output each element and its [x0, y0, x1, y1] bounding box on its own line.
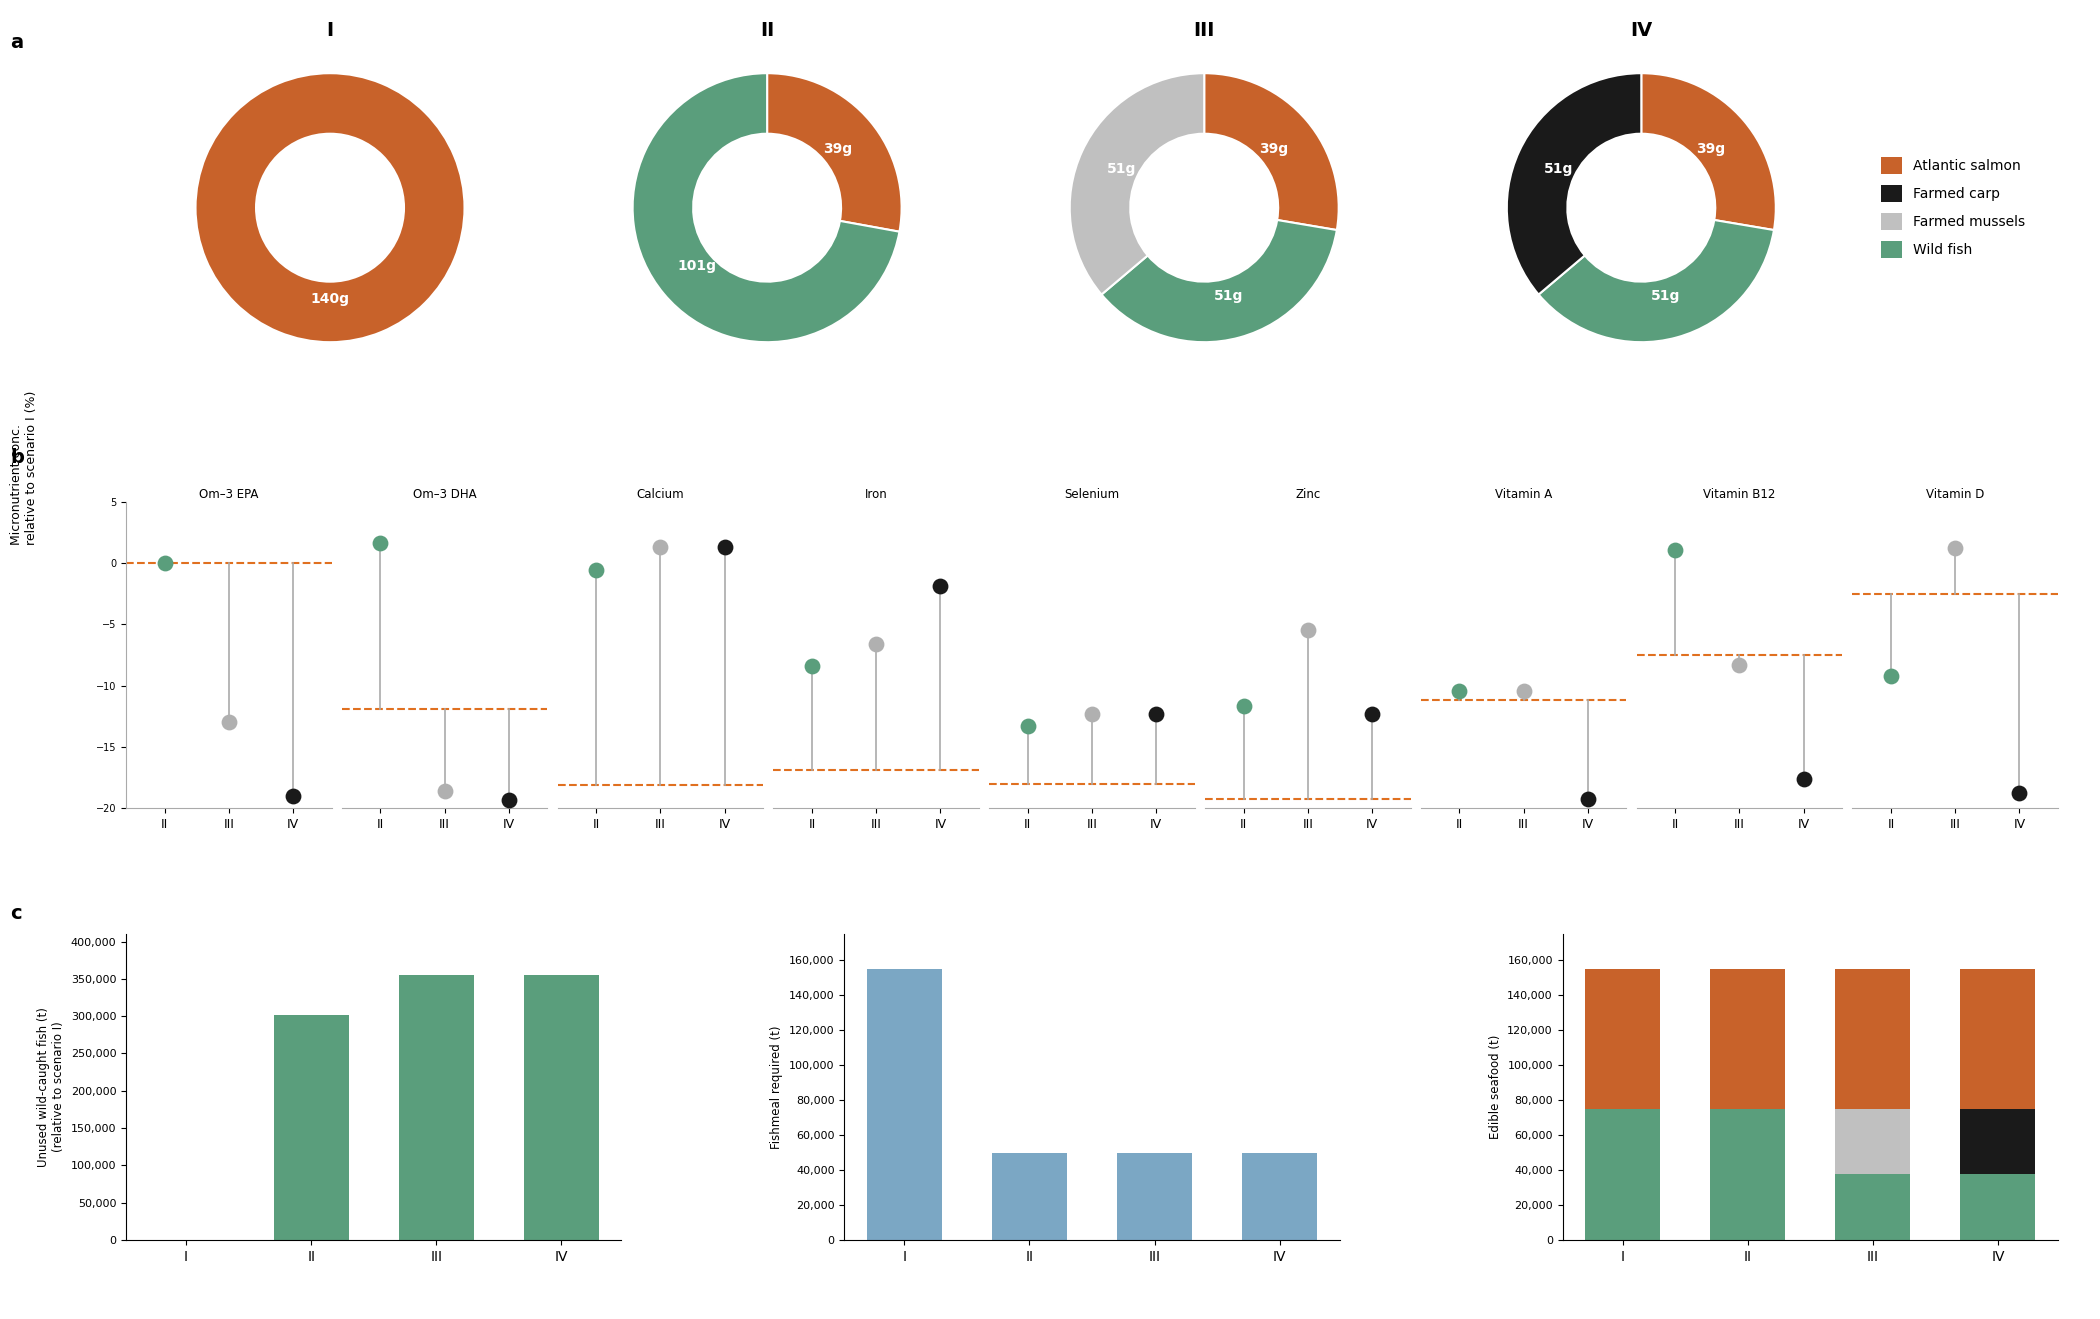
Wedge shape — [1508, 73, 1642, 294]
Bar — [1709, 969, 1785, 1109]
Point — [859, 633, 892, 654]
Title: Om–3 DHA: Om–3 DHA — [414, 488, 477, 501]
Point — [428, 781, 462, 802]
Title: Zinc: Zinc — [1296, 488, 1321, 501]
Text: 39g: 39g — [1697, 141, 1726, 156]
Bar — [399, 975, 475, 1240]
Wedge shape — [766, 73, 901, 232]
Bar — [1835, 1109, 1911, 1174]
Point — [147, 553, 181, 574]
Point — [924, 575, 958, 596]
Title: III: III — [1193, 21, 1216, 40]
Point — [1722, 654, 1756, 675]
Point — [1140, 703, 1174, 724]
Bar — [1709, 1109, 1785, 1240]
Point — [1659, 539, 1693, 561]
Bar — [523, 975, 598, 1240]
Point — [1075, 703, 1109, 724]
Point — [580, 559, 613, 580]
Wedge shape — [1642, 73, 1777, 230]
Title: II: II — [760, 21, 775, 40]
Bar — [1835, 969, 1911, 1109]
Title: Calcium: Calcium — [636, 488, 685, 501]
Text: 101g: 101g — [678, 260, 716, 273]
Wedge shape — [632, 73, 899, 342]
Point — [491, 789, 525, 810]
Y-axis label: Unused wild-caught fish (t)
(relative to scenario I): Unused wild-caught fish (t) (relative to… — [38, 1008, 65, 1167]
Point — [1787, 769, 1821, 790]
Title: Vitamin A: Vitamin A — [1495, 488, 1552, 501]
Wedge shape — [1102, 220, 1338, 342]
Text: Micronutrient conc.
relative to scenario I (%): Micronutrient conc. relative to scenario… — [10, 390, 38, 546]
Bar — [1961, 1174, 2035, 1240]
Title: I: I — [326, 21, 334, 40]
Title: Selenium: Selenium — [1065, 488, 1119, 501]
Text: 140g: 140g — [311, 291, 349, 306]
Bar — [1241, 1153, 1317, 1240]
Wedge shape — [1203, 73, 1338, 230]
Bar — [1961, 1109, 2035, 1174]
Point — [2003, 782, 2037, 803]
Text: b: b — [10, 448, 25, 467]
Bar — [1961, 969, 2035, 1109]
Point — [1873, 666, 1907, 687]
Bar — [1586, 969, 1661, 1109]
Legend: Atlantic salmon, Farmed carp, Farmed mussels, Wild fish: Atlantic salmon, Farmed carp, Farmed mus… — [1882, 157, 2024, 259]
Bar — [867, 969, 943, 1240]
Wedge shape — [1539, 220, 1774, 342]
Title: Vitamin D: Vitamin D — [1926, 488, 1984, 501]
Title: Om–3 EPA: Om–3 EPA — [200, 488, 258, 501]
Point — [1226, 695, 1260, 716]
Title: IV: IV — [1630, 21, 1653, 40]
Bar — [273, 1014, 349, 1240]
Point — [643, 537, 676, 558]
Wedge shape — [195, 73, 464, 342]
Text: 51g: 51g — [1544, 162, 1573, 177]
Text: 51g: 51g — [1107, 162, 1136, 177]
Point — [1292, 619, 1325, 640]
Bar — [991, 1153, 1067, 1240]
Point — [708, 537, 741, 558]
Point — [1010, 715, 1044, 736]
Title: Vitamin B12: Vitamin B12 — [1703, 488, 1777, 501]
Y-axis label: Fishmeal required (t): Fishmeal required (t) — [771, 1025, 783, 1149]
Text: 39g: 39g — [823, 142, 853, 156]
Text: 39g: 39g — [1260, 141, 1289, 156]
Bar — [1586, 1109, 1661, 1240]
Point — [277, 785, 311, 806]
Point — [1938, 537, 1972, 558]
Text: 51g: 51g — [1214, 289, 1243, 303]
Y-axis label: Edible seafood (t): Edible seafood (t) — [1489, 1035, 1501, 1140]
Bar — [1835, 1174, 1911, 1240]
Point — [796, 656, 830, 677]
Text: 51g: 51g — [1651, 289, 1680, 303]
Text: c: c — [10, 904, 23, 922]
Bar — [1117, 1153, 1193, 1240]
Text: a: a — [10, 33, 23, 51]
Wedge shape — [1069, 73, 1203, 294]
Point — [212, 712, 246, 733]
Title: Iron: Iron — [865, 488, 888, 501]
Point — [1443, 681, 1476, 702]
Point — [1354, 704, 1388, 725]
Point — [1508, 681, 1541, 702]
Point — [363, 533, 397, 554]
Point — [1571, 789, 1604, 810]
